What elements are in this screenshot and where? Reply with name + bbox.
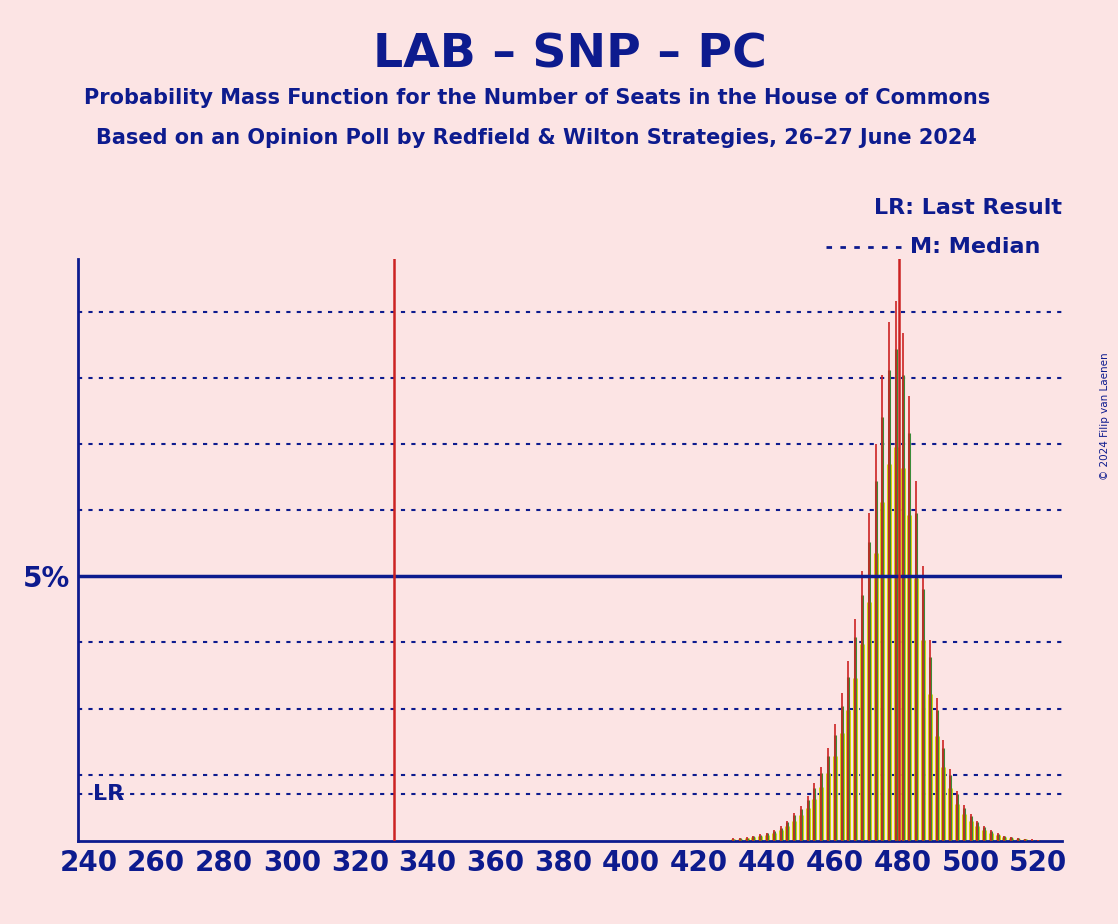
- Text: Based on an Opinion Poll by Redfield & Wilton Strategies, 26–27 June 2024: Based on an Opinion Poll by Redfield & W…: [96, 128, 977, 148]
- Text: © 2024 Filip van Laenen: © 2024 Filip van Laenen: [1100, 352, 1109, 480]
- Text: LAB – SNP – PC: LAB – SNP – PC: [373, 32, 767, 78]
- Text: M: Median: M: Median: [910, 237, 1040, 257]
- Text: LR: LR: [93, 784, 124, 804]
- Text: LR: Last Result: LR: Last Result: [874, 198, 1062, 218]
- Text: Probability Mass Function for the Number of Seats in the House of Commons: Probability Mass Function for the Number…: [84, 88, 989, 108]
